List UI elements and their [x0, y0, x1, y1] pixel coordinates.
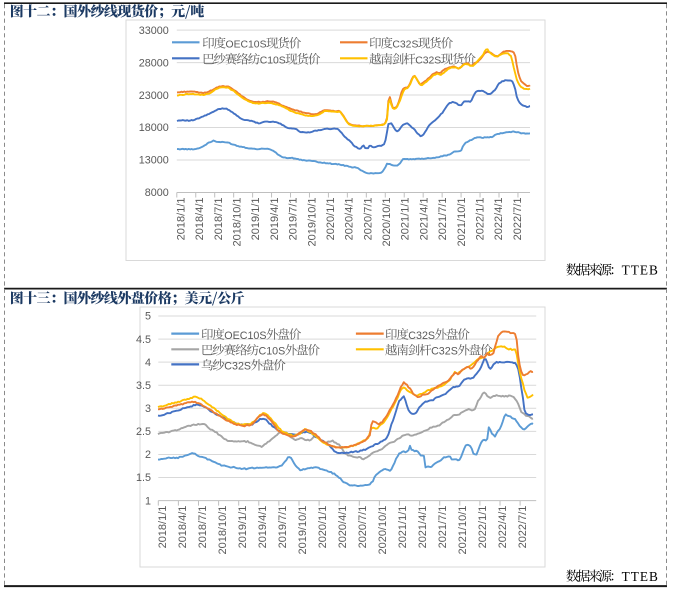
svg-text:2019/1/1: 2019/1/1 [250, 198, 262, 241]
svg-text:2018/1/1: 2018/1/1 [176, 198, 188, 241]
svg-text:2019/4/1: 2019/4/1 [269, 198, 281, 241]
svg-text:C32S: C32S [392, 40, 418, 51]
svg-text:13000: 13000 [139, 155, 169, 167]
svg-text:2021/10/1: 2021/10/1 [456, 198, 468, 247]
svg-text:TTEB: TTEB [622, 569, 659, 584]
svg-text:2019/10/1: 2019/10/1 [306, 198, 318, 247]
svg-text:OEC10S: OEC10S [226, 40, 267, 51]
svg-text:2020/1/1: 2020/1/1 [325, 198, 337, 241]
svg-text:2022/4/1: 2022/4/1 [497, 506, 509, 549]
svg-text:2022/7/1: 2022/7/1 [517, 506, 529, 549]
svg-text:C10S: C10S [259, 346, 286, 358]
svg-text:2021/4/1: 2021/4/1 [417, 506, 429, 549]
svg-text:2021/7/1: 2021/7/1 [437, 506, 449, 549]
svg-text:2022/7/1: 2022/7/1 [512, 198, 524, 241]
svg-text:2019/4/1: 2019/4/1 [257, 506, 269, 549]
svg-text:2022/1/1: 2022/1/1 [477, 506, 489, 549]
svg-text:1: 1 [145, 495, 151, 507]
svg-text:23000: 23000 [139, 90, 169, 102]
svg-text:C32S: C32S [431, 346, 458, 358]
svg-text:1.5: 1.5 [136, 472, 151, 484]
svg-text:2022/1/1: 2022/1/1 [474, 198, 486, 241]
svg-text:2021/7/1: 2021/7/1 [437, 198, 449, 241]
svg-text:2018/1/1: 2018/1/1 [157, 506, 169, 549]
svg-text:TTEB: TTEB [622, 263, 659, 278]
svg-text:18000: 18000 [139, 122, 169, 134]
svg-text:33000: 33000 [139, 25, 169, 37]
svg-text:2019/1/1: 2019/1/1 [237, 506, 249, 549]
svg-text:2018/4/1: 2018/4/1 [194, 198, 206, 241]
svg-text:2018/7/1: 2018/7/1 [213, 198, 225, 241]
svg-text:4.5: 4.5 [136, 334, 151, 346]
svg-text:C32S: C32S [224, 361, 251, 373]
svg-text:2021/4/1: 2021/4/1 [418, 198, 430, 241]
svg-text:2019/7/1: 2019/7/1 [288, 198, 300, 241]
svg-text:2020/10/1: 2020/10/1 [377, 506, 389, 555]
svg-text:2018/10/1: 2018/10/1 [217, 506, 229, 555]
svg-text:2.5: 2.5 [136, 426, 151, 438]
svg-text:2020/7/1: 2020/7/1 [362, 198, 374, 241]
svg-text:2: 2 [145, 449, 151, 461]
svg-text:28000: 28000 [139, 57, 169, 69]
svg-text:3.5: 3.5 [136, 380, 151, 392]
svg-text:2021/10/1: 2021/10/1 [457, 506, 469, 555]
svg-text:2022/4/1: 2022/4/1 [493, 198, 505, 241]
svg-text:2018/7/1: 2018/7/1 [197, 506, 209, 549]
svg-text:2020/10/1: 2020/10/1 [381, 198, 393, 247]
svg-text:2021/1/1: 2021/1/1 [400, 198, 412, 241]
svg-text:2020/7/1: 2020/7/1 [357, 506, 369, 549]
svg-text:3: 3 [145, 403, 151, 415]
svg-text:C32S: C32S [408, 330, 435, 342]
svg-text:2020/4/1: 2020/4/1 [344, 198, 356, 241]
svg-text:5: 5 [145, 311, 151, 323]
svg-text:2020/1/1: 2020/1/1 [317, 506, 329, 549]
svg-text:C32S: C32S [415, 56, 441, 67]
svg-text:8000: 8000 [145, 187, 169, 199]
svg-text:2021/1/1: 2021/1/1 [397, 506, 409, 549]
svg-text:2020/4/1: 2020/4/1 [337, 506, 349, 549]
svg-text:2019/7/1: 2019/7/1 [277, 506, 289, 549]
svg-text:C10S: C10S [260, 56, 286, 67]
svg-text:OEC10S: OEC10S [224, 330, 266, 342]
svg-text:2018/10/1: 2018/10/1 [232, 198, 244, 247]
svg-text:2018/4/1: 2018/4/1 [177, 506, 189, 549]
svg-text:4: 4 [145, 357, 151, 369]
svg-text:2019/10/1: 2019/10/1 [297, 506, 309, 555]
